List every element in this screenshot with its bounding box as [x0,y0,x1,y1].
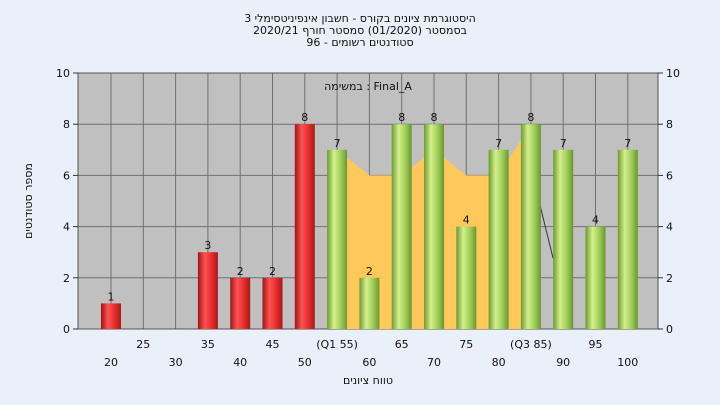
xtick-11: 75 [459,338,473,351]
xtick-4: 40 [233,356,247,369]
bar-100 [617,149,638,329]
bar-80 [488,149,509,329]
bar-label-70: 8 [431,111,438,124]
bars [101,124,638,329]
bar-label-20: 1 [108,290,115,303]
xtick-2: 30 [169,356,183,369]
bar-35 [197,252,218,329]
bar-55 [327,149,348,329]
ytick-left-5: 10 [56,67,70,80]
bar-40 [230,277,251,329]
bar-label-35: 3 [204,239,211,252]
xtick-8: 60 [362,356,376,369]
title-line-1: היסטוגרמת ציונים בקורס - חשבון אינפיניטס… [244,12,476,25]
bar-65 [391,124,412,329]
bar-label-85: 8 [527,111,534,124]
xtick-9: 65 [395,338,409,351]
bar-label-75: 4 [463,214,470,227]
bar-60 [359,277,380,329]
bar-90 [553,149,574,329]
ytick-right-0: 0 [666,323,673,336]
xtick-13: (Q3 85) [510,338,552,351]
chart-title: היסטוגרמת ציונים בקורס - חשבון אינפיניטס… [244,12,476,49]
ytick-right-2: 4 [666,221,673,234]
title-line-2: בסמסטר (01/2020) סמסטר חורף 2020/21 [253,24,467,37]
bar-label-65: 8 [398,111,405,124]
bar-label-45: 2 [269,265,276,278]
ytick-right-3: 6 [666,169,673,182]
xtick-14: 90 [556,356,570,369]
bar-label-90: 7 [560,137,567,150]
bar-label-55: 7 [334,137,341,150]
whisker-line [538,200,554,259]
ytick-left-2: 4 [63,221,70,234]
bar-75 [456,226,477,329]
bar-label-40: 2 [237,265,244,278]
ytick-right-4: 8 [666,118,673,131]
xtick-7: (Q1 55) [316,338,358,351]
y-axis-right-ticks: 0 2 4 6 8 10 [658,67,680,336]
bar-label-100: 7 [624,137,631,150]
ytick-left-0: 0 [63,323,70,336]
bar-20 [101,303,121,329]
ytick-left-4: 8 [63,118,70,131]
xtick-16: 100 [617,356,638,369]
bar-95 [585,226,606,329]
bar-label-60: 2 [366,265,373,278]
ytick-left-1: 2 [63,272,70,285]
xtick-12: 80 [492,356,506,369]
xtick-1: 25 [136,338,150,351]
xtick-10: 70 [427,356,441,369]
bar-label-80: 7 [495,137,502,150]
bar-50 [294,124,315,329]
y-axis-left-ticks: 0 2 4 6 8 10 [56,67,78,336]
x-axis-ticks: 20 25 30 35 40 45 50 (Q1 55) 60 65 70 75 80 (Q3 85) 90… [104,338,638,369]
ytick-right-5: 10 [666,67,680,80]
ytick-left-3: 6 [63,169,70,182]
y-axis-label: מספר סטודנטים [22,163,35,239]
title-line-3: סטודנטים רשומים - 96 [306,36,413,49]
xtick-15: 95 [589,338,603,351]
xtick-6: 50 [298,356,312,369]
bar-45 [262,277,283,329]
bar-85 [520,124,541,329]
x-axis-label: טווח ציונים [343,374,393,387]
bar-70 [424,124,444,329]
bar-label-95: 4 [592,214,599,227]
xtick-5: 45 [266,338,280,351]
ytick-right-1: 2 [666,272,673,285]
bar-label-50: 8 [301,111,308,124]
chart-subtitle: במשימה : Final_A [324,80,412,93]
xtick-0: 20 [104,356,118,369]
xtick-3: 35 [201,338,215,351]
bar-value-labels: 1 3 2 2 8 7 2 8 8 4 7 8 7 4 7 [108,111,632,303]
